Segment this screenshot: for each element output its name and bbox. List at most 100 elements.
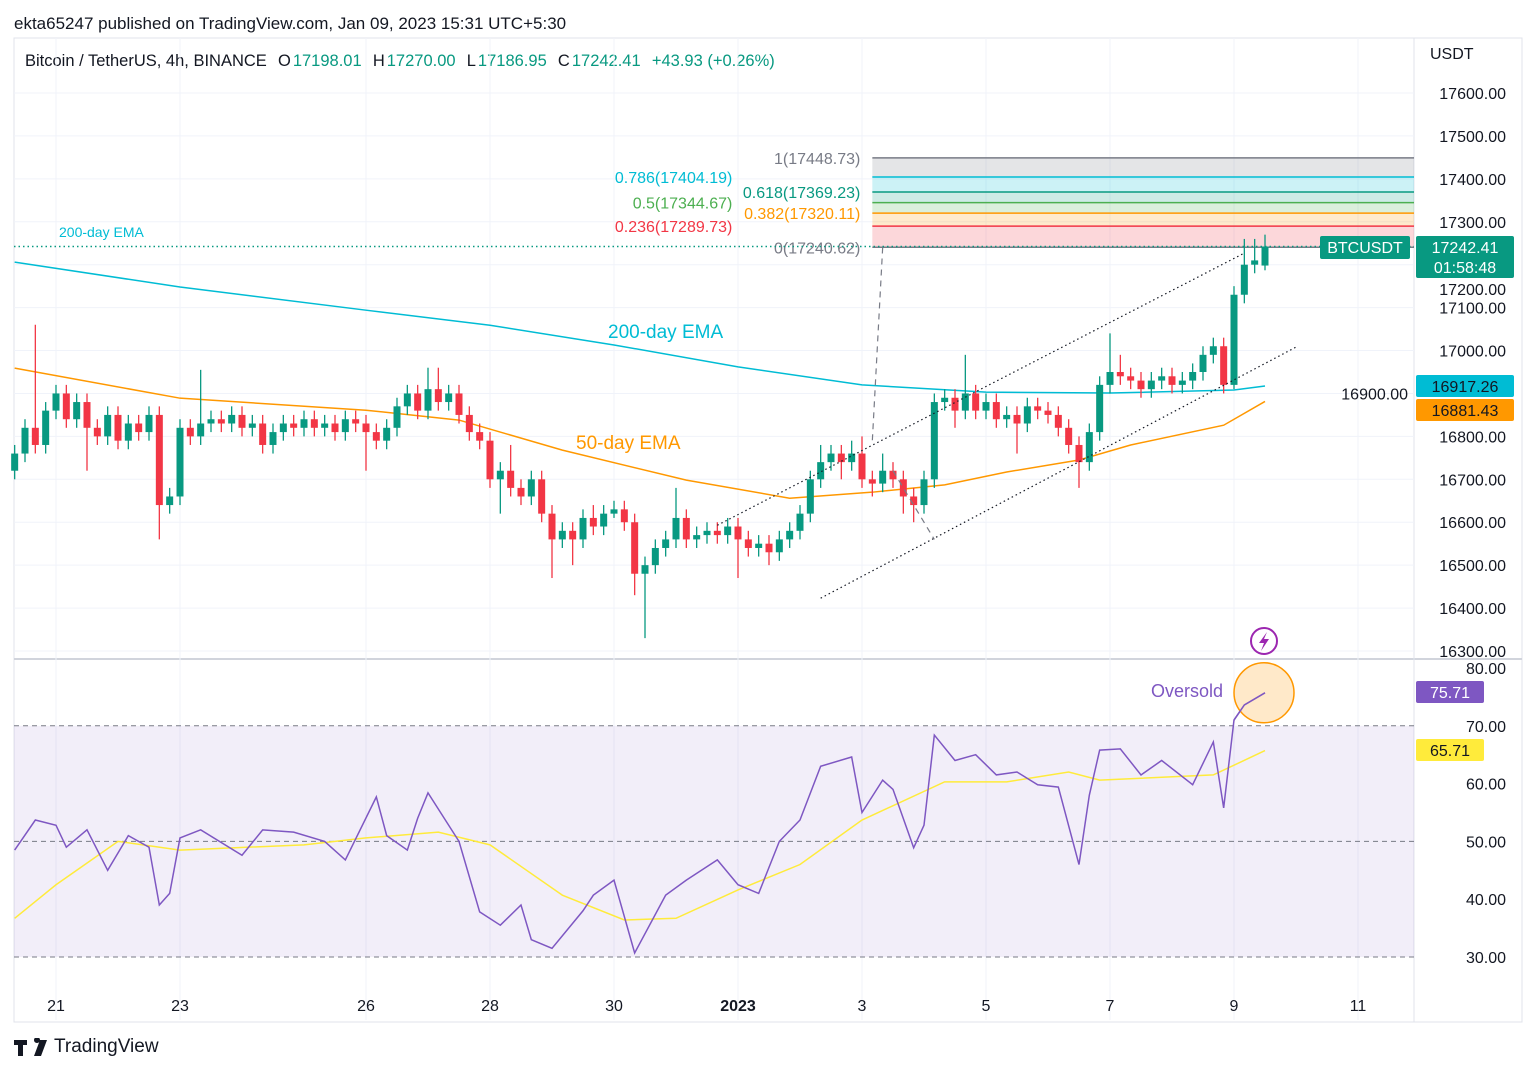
candle: [1199, 346, 1207, 381]
price-tick-label: 17500.00: [1439, 129, 1506, 146]
candle-body: [631, 522, 639, 574]
candle-body: [600, 513, 608, 527]
candle-body: [899, 479, 907, 497]
candle: [620, 500, 628, 531]
candle: [300, 410, 308, 437]
alert-icon[interactable]: [1250, 627, 1278, 655]
candle: [1003, 406, 1011, 428]
change-value: +43.93 (+0.26%): [651, 52, 775, 70]
candle-body: [166, 496, 174, 506]
candle: [992, 393, 1000, 428]
fib-level-label: 0(17240.62): [774, 240, 860, 257]
candle: [52, 384, 60, 420]
candle-body: [476, 432, 484, 441]
time-tick-label: 5: [982, 998, 991, 1015]
candle-body: [83, 402, 91, 428]
candle: [641, 556, 649, 639]
oversold-annotation: Oversold: [1151, 681, 1223, 701]
candle: [42, 402, 50, 454]
ema50-badge: 16881.43: [1416, 399, 1514, 421]
fib-level-label: 0.5(17344.67): [633, 196, 733, 213]
close-label: C: [557, 52, 570, 70]
candle: [817, 444, 825, 488]
candle-body: [982, 402, 990, 411]
candle: [910, 487, 918, 523]
candle: [600, 505, 608, 536]
candle: [135, 414, 143, 441]
candle: [631, 513, 639, 596]
symbol-name: Bitcoin / TetherUS, 4h, BINANCE: [25, 52, 267, 70]
candle-body: [114, 414, 122, 441]
trendline-dashed: [892, 470, 935, 540]
rsi-tick-label: 50.00: [1466, 834, 1506, 851]
candle: [610, 500, 618, 518]
price-tick-label: 17200.00: [1439, 282, 1506, 299]
candle-body: [362, 423, 370, 433]
fib-band: [872, 226, 1414, 248]
candle: [982, 393, 990, 420]
fib-level-label: 0.618(17369.23): [743, 185, 860, 202]
candle-body: [868, 479, 876, 484]
candle-body: [279, 423, 287, 433]
candle-body: [465, 414, 473, 433]
time-tick-label: 2023: [720, 998, 756, 1015]
candle: [879, 453, 887, 493]
candle: [166, 487, 174, 514]
rsi-tick-label: 70.00: [1466, 719, 1506, 736]
fib-band: [872, 202, 1414, 214]
candle-body: [517, 487, 525, 497]
candle-body: [1054, 414, 1062, 428]
lightning-icon: [1259, 632, 1269, 651]
ema50-badge-text: 16881.43: [1432, 403, 1499, 420]
high-value: 17270.00: [386, 52, 456, 70]
candle: [352, 410, 360, 433]
candle-body: [610, 509, 618, 514]
price-tick-label: 16400.00: [1439, 601, 1506, 618]
time-tick-label: 7: [1106, 998, 1115, 1015]
symbol-badge-bg: [1320, 236, 1410, 259]
candle-body: [1044, 410, 1052, 415]
price-tick-label: 16300.00: [1439, 644, 1506, 661]
candle: [434, 367, 442, 411]
rsi-badge-text: 75.71: [1430, 685, 1470, 702]
candle-body: [1251, 260, 1259, 265]
candle-body: [197, 423, 205, 437]
ema200-badge-text: 16917.26: [1432, 379, 1499, 396]
tradingview-logo[interactable]: TradingView: [14, 1036, 159, 1058]
candle-body: [879, 470, 887, 484]
ema200-badge-bg: [1416, 375, 1514, 397]
candle-body: [414, 393, 422, 411]
candle: [765, 535, 773, 566]
candle-body: [403, 393, 411, 407]
fib-band: [872, 157, 1414, 178]
open-value: 17198.01: [292, 52, 362, 70]
candle: [455, 384, 463, 424]
candle: [693, 526, 701, 548]
rsi-line: [14, 692, 1266, 955]
candle: [362, 414, 370, 471]
candle-body: [445, 393, 453, 403]
candle-body: [662, 539, 670, 548]
candle: [496, 462, 504, 514]
candle: [1209, 337, 1217, 364]
rsi-badge-bg: [1416, 681, 1484, 703]
candle: [104, 406, 112, 445]
candle-body: [579, 517, 587, 540]
candle-body: [713, 530, 721, 536]
price-tick-label: 16800.00: [1439, 429, 1506, 446]
candle: [228, 406, 236, 433]
candle-body: [269, 432, 277, 445]
candle: [259, 414, 267, 454]
time-tick-label: 3: [858, 998, 867, 1015]
candle-body: [920, 479, 928, 506]
candle-body: [62, 393, 70, 420]
candle-body: [259, 423, 267, 445]
candle: [527, 470, 535, 506]
candle-body: [217, 419, 225, 424]
price-tick-label: 17600.00: [1439, 86, 1506, 103]
ema50-annotation: 50-day EMA: [576, 433, 681, 454]
fib-level-label: 1(17448.73): [774, 151, 860, 168]
candle-body: [135, 423, 143, 433]
candle: [1065, 419, 1073, 454]
